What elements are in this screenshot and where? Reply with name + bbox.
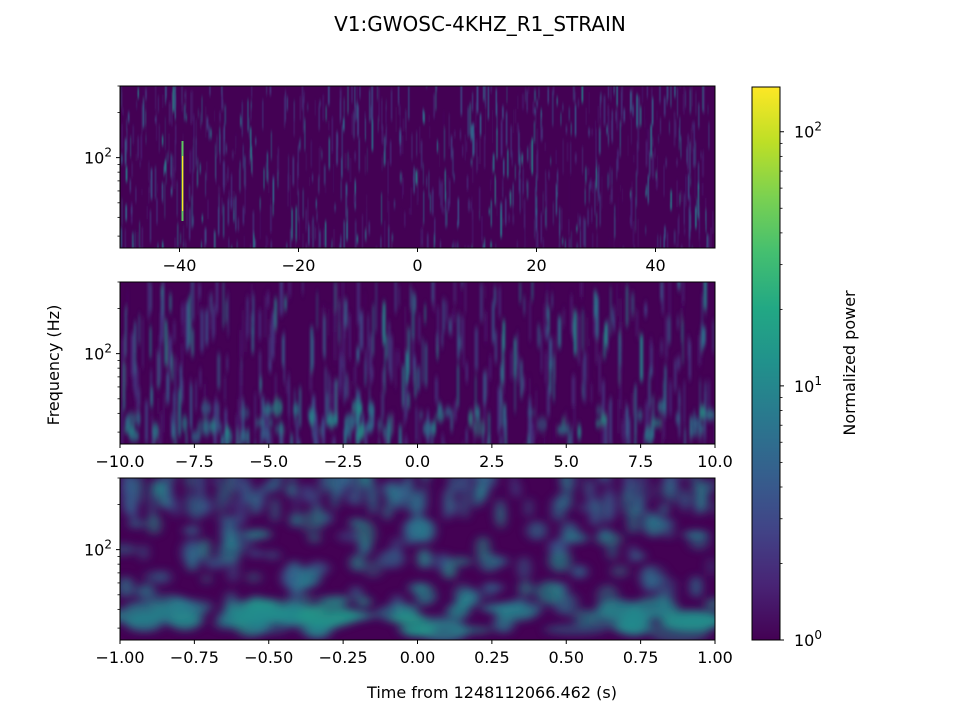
colorbar: 100 101 102: [751, 86, 822, 650]
x-tick-label: 0.50: [548, 648, 584, 667]
x-tick-label: −0.75: [170, 648, 219, 667]
spectrogram-panel-top: −40 −20 0 20 40 102: [84, 85, 716, 275]
x-tick-label: 7.5: [628, 452, 653, 471]
figure-title: V1:GWOSC-4KHZ_R1_STRAIN: [334, 12, 626, 36]
colorbar-tick-label: 102: [794, 120, 822, 142]
y-tick-label: 102: [84, 538, 112, 560]
spectrogram-texture: [121, 282, 715, 444]
x-tick-label: 20: [526, 256, 546, 275]
y-axis-label: Frequency (Hz): [44, 305, 63, 426]
colorbar-tick-label: 101: [794, 374, 822, 396]
x-tick-label: −1.00: [95, 648, 144, 667]
x-tick-label: 0.00: [400, 648, 436, 667]
x-tick-label: 0: [412, 256, 422, 275]
spectrogram-texture: [120, 478, 715, 640]
x-tick-label: 40: [645, 256, 665, 275]
spectrogram-panel-bottom: −1.00 −0.75 −0.50 −0.25 0.00 0.25 0.50 0.75 1.00…: [84, 477, 733, 667]
panel-background: [120, 86, 715, 248]
spectrogram-panel-middle: −10.0 −7.5 −5.0 −2.5 0.0 2.5 5.0 7.5 10.0 102: [84, 281, 733, 471]
y-tick-label: 102: [84, 342, 112, 364]
glitch-peak: [182, 156, 184, 211]
spectrogram-texture: [120, 86, 715, 248]
x-tick-label: 0.75: [623, 648, 659, 667]
x-tick-label: −40: [163, 256, 197, 275]
x-tick-label: −0.25: [319, 648, 368, 667]
x-tick-label: −10.0: [95, 452, 144, 471]
y-tick-label: 102: [84, 146, 112, 168]
x-tick-label: 2.5: [479, 452, 504, 471]
x-tick-label: −20: [282, 256, 316, 275]
x-tick-label: −2.5: [324, 452, 363, 471]
x-axis-label: Time from 1248112066.462 (s): [366, 683, 617, 702]
colorbar-label: Normalized power: [840, 290, 859, 436]
x-tick-label: −0.50: [244, 648, 293, 667]
x-tick-label: 10.0: [697, 452, 733, 471]
colorbar-tick-label: 100: [794, 628, 822, 650]
x-tick-label: 0.0: [405, 452, 430, 471]
colorbar-gradient: [751, 86, 781, 641]
x-tick-label: −5.0: [249, 452, 288, 471]
x-tick-label: −7.5: [175, 452, 214, 471]
x-tick-label: 0.25: [474, 648, 510, 667]
x-tick-label: 1.00: [697, 648, 733, 667]
x-tick-label: 5.0: [554, 452, 579, 471]
